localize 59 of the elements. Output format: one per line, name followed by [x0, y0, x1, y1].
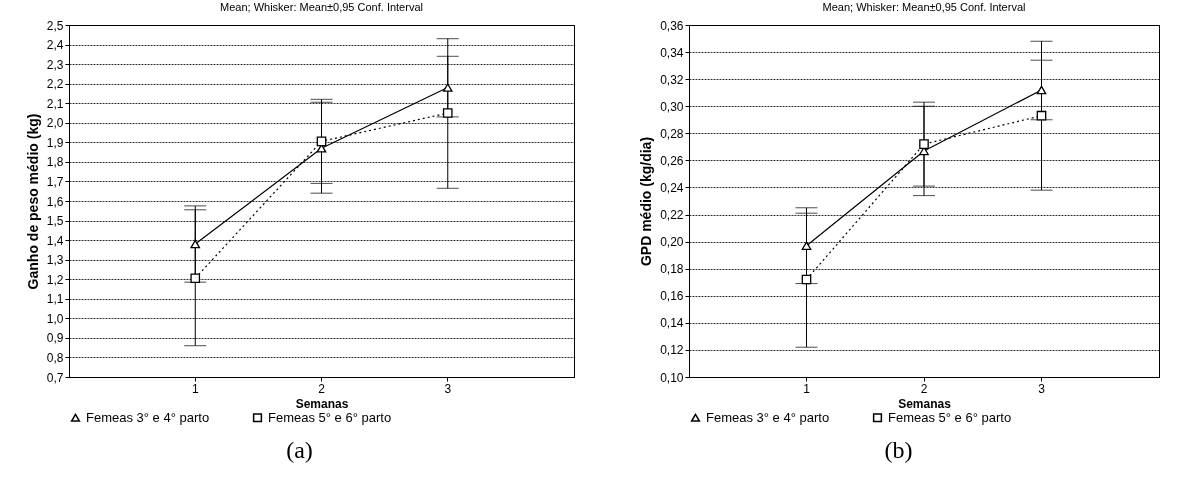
y-tick-label: 0,20: [659, 235, 684, 250]
y-tick-label: 0,10: [659, 370, 684, 385]
point: [189, 239, 200, 249]
point: [801, 241, 811, 250]
y-tick-label: 0,30: [659, 99, 684, 114]
y-tick-label: 1,2: [46, 272, 64, 287]
point: [918, 139, 929, 149]
point: [442, 108, 453, 118]
chart-title: Mean; Whisker: Mean±0,95 Conf. Interval: [822, 1, 1025, 13]
legend-label: Femeas 5° e 6° parto: [887, 409, 1011, 425]
y-tick-label: 2,4: [46, 38, 64, 53]
x-tick-label: 2: [317, 381, 325, 396]
point: [1036, 110, 1046, 121]
x-tick-label: 1: [191, 381, 199, 396]
y-tick-label: 1,9: [46, 135, 64, 150]
point: [1036, 85, 1046, 95]
chart-title: Mean; Whisker: Mean±0,95 Conf. Interval: [219, 1, 423, 13]
x-tick-label: 3: [1037, 381, 1045, 396]
point: [189, 273, 200, 284]
x-tick-label: 1: [802, 381, 810, 396]
y-tick-label: 0,28: [659, 126, 684, 141]
point: [442, 83, 453, 92]
y-tick-label: 2,3: [46, 57, 64, 72]
y-tick-label: 0,18: [659, 262, 684, 277]
legend-label: Femeas 3° e 4° parto: [85, 409, 209, 425]
y-tick-label: 0,36: [659, 18, 684, 33]
text: (a): [286, 437, 313, 463]
y-tick-label: 0,16: [659, 289, 684, 304]
y-tick-label: 1,5: [46, 214, 64, 229]
x-axis-title: Semanas: [897, 396, 951, 411]
y-tick-label: 0,24: [659, 180, 684, 195]
y-tick-label: 2,1: [46, 96, 64, 111]
y-tick-label: 1,7: [46, 174, 64, 189]
y-tick-label: 0,34: [659, 45, 684, 60]
text: (b): [884, 437, 913, 463]
y-tick-label: 0,12: [659, 343, 684, 358]
y-tick-label: 1,6: [46, 194, 64, 209]
legend-label: Femeas 3° e 4° parto: [705, 409, 829, 425]
y-tick-label: 1,4: [46, 233, 64, 248]
y-tick-label: 1,3: [46, 253, 64, 268]
y-tick-label: 0,7: [46, 370, 64, 385]
y-tick-label: 1,0: [46, 311, 64, 326]
y-axis-title: GPD médio (kg/dia): [637, 136, 654, 267]
legend-label: Femeas 5° e 6° parto: [267, 409, 391, 425]
y-tick-label: 0,14: [659, 316, 684, 331]
y-tick-label: 0,32: [659, 72, 684, 87]
y-tick-label: 2,0: [46, 116, 64, 131]
y-tick-label: 0,22: [659, 208, 684, 223]
y-axis-title: Ganho de peso médio (kg): [24, 113, 41, 290]
y-tick-label: 1,1: [46, 292, 64, 307]
y-tick-label: 0,8: [46, 350, 64, 365]
y-tick-label: 1,8: [46, 155, 64, 170]
y-tick-label: 0,9: [46, 331, 64, 346]
x-axis-title: Semanas: [295, 396, 349, 411]
x-tick-label: 2: [920, 381, 928, 396]
y-tick-label: 2,2: [46, 77, 64, 92]
x-tick-label: 3: [443, 381, 451, 396]
y-tick-label: 0,26: [659, 153, 684, 168]
y-tick-label: 2,5: [46, 18, 64, 33]
